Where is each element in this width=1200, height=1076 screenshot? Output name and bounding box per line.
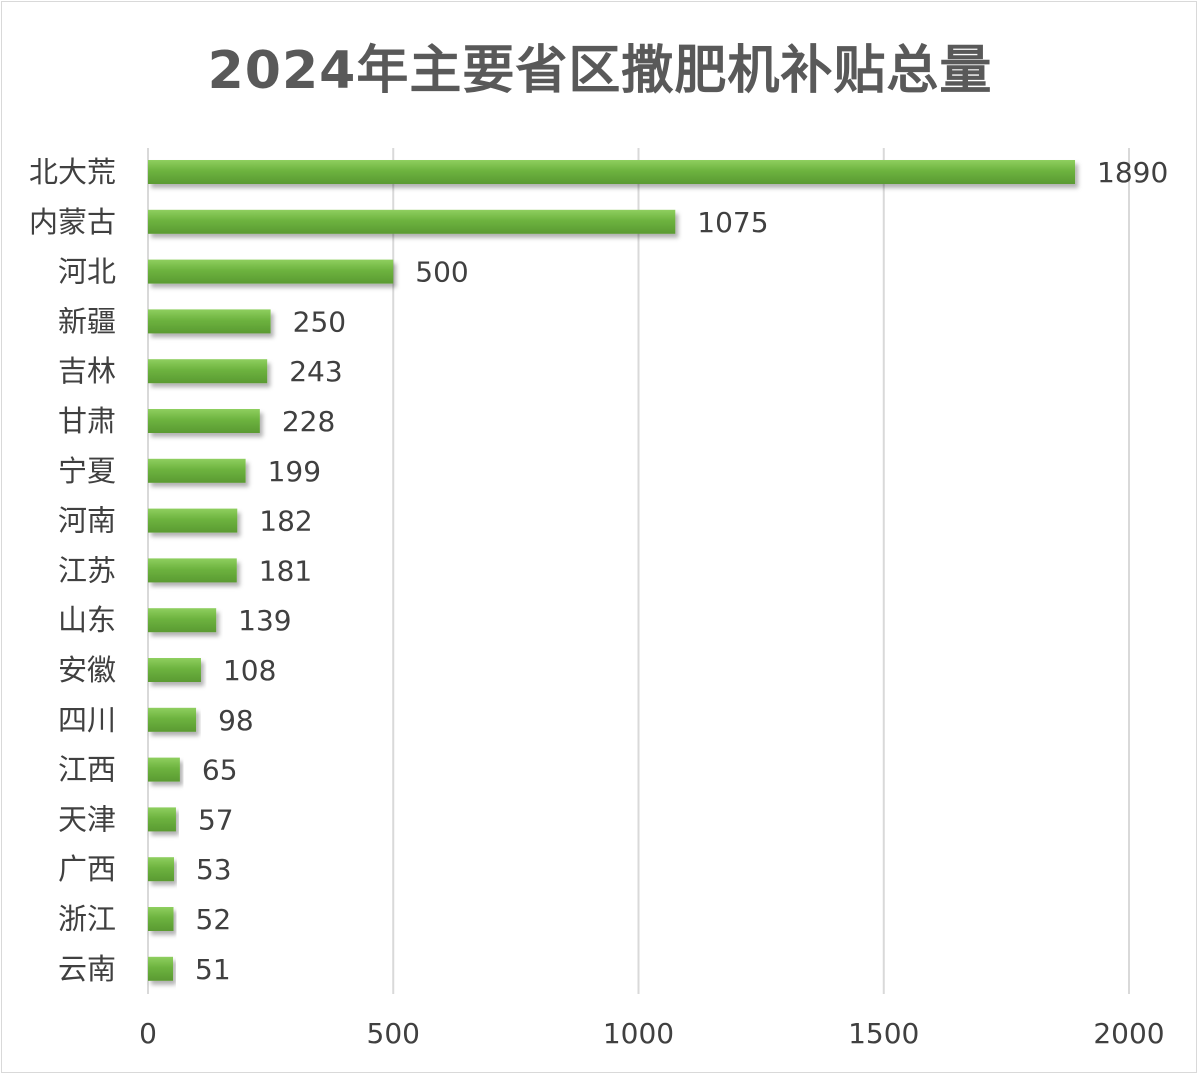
data-label: 1890	[1097, 156, 1168, 189]
bar	[148, 608, 217, 633]
data-label: 243	[289, 355, 342, 388]
bar	[148, 757, 180, 782]
bar	[148, 956, 174, 981]
data-label: 53	[196, 853, 232, 886]
category-label: 安徽	[58, 653, 116, 687]
data-label: 228	[282, 405, 335, 438]
data-label: 51	[195, 953, 231, 986]
category-label: 四川	[58, 703, 116, 737]
data-label: 250	[293, 305, 346, 338]
bars	[148, 160, 1076, 981]
category-label: 河北	[58, 255, 116, 289]
data-label: 52	[196, 903, 232, 936]
category-label: 江西	[58, 753, 116, 787]
data-label: 57	[198, 803, 234, 836]
bar	[148, 508, 238, 533]
bar	[148, 359, 268, 384]
data-label: 500	[415, 256, 468, 289]
chart-title: 2024年主要省区撒肥机补贴总量	[207, 41, 993, 101]
category-label: 广西	[58, 852, 116, 886]
category-label: 新疆	[58, 304, 116, 338]
bar	[148, 907, 174, 931]
category-label: 江苏	[58, 553, 116, 587]
bar	[148, 309, 271, 334]
category-label: 天津	[58, 802, 116, 836]
bar	[148, 458, 246, 483]
data-label: 182	[259, 505, 312, 538]
gridlines	[147, 148, 1130, 994]
category-label: 河南	[58, 504, 116, 538]
bar	[148, 209, 676, 234]
category-label: 吉林	[58, 354, 116, 388]
bar	[148, 558, 237, 583]
category-label: 甘肃	[58, 404, 116, 438]
data-label: 108	[223, 654, 276, 687]
x-tick-label: 0	[139, 1017, 157, 1050]
category-label: 宁夏	[58, 454, 116, 488]
bar	[148, 857, 174, 882]
data-label: 181	[259, 554, 312, 587]
labels: 0 500 1000 1500 2000 北大荒 1890 内蒙古 1075 河北 500 新疆 250…	[29, 155, 1168, 1050]
data-label: 1075	[697, 206, 768, 239]
data-label: 98	[218, 704, 254, 737]
bar	[148, 259, 394, 284]
x-tick-label: 500	[367, 1017, 420, 1050]
category-label: 云南	[58, 952, 116, 986]
bar	[148, 160, 1076, 184]
bar	[148, 658, 201, 682]
x-tick-label: 2000	[1093, 1017, 1164, 1050]
x-tick-label: 1000	[603, 1017, 674, 1050]
category-label: 山东	[58, 603, 116, 637]
category-label: 北大荒	[29, 155, 116, 189]
x-tick-label: 1500	[848, 1017, 919, 1050]
bar	[148, 409, 260, 433]
data-label: 199	[268, 455, 321, 488]
category-label: 浙江	[58, 902, 116, 936]
bar	[148, 707, 197, 732]
category-label: 内蒙古	[29, 205, 116, 239]
bar	[148, 807, 176, 832]
data-label: 139	[238, 604, 291, 637]
data-label: 65	[202, 754, 238, 787]
